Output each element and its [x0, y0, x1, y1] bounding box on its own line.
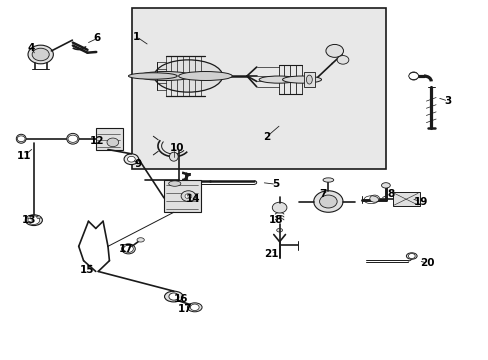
Ellipse shape: [407, 253, 414, 258]
Bar: [163, 180, 200, 212]
Ellipse shape: [282, 76, 321, 83]
Bar: [392, 192, 419, 206]
Bar: [304, 72, 314, 87]
Ellipse shape: [336, 55, 348, 64]
Text: 18: 18: [268, 215, 283, 225]
Ellipse shape: [313, 191, 342, 212]
Ellipse shape: [272, 202, 286, 213]
Ellipse shape: [137, 238, 144, 242]
Text: 13: 13: [21, 215, 36, 225]
Ellipse shape: [127, 156, 135, 162]
Ellipse shape: [67, 134, 79, 144]
Ellipse shape: [381, 183, 389, 188]
Bar: [96, 128, 122, 149]
Text: 10: 10: [170, 143, 184, 153]
Text: 21: 21: [264, 248, 278, 258]
Ellipse shape: [68, 135, 78, 142]
Ellipse shape: [25, 215, 42, 226]
Ellipse shape: [406, 253, 416, 259]
Ellipse shape: [408, 72, 417, 80]
Ellipse shape: [139, 72, 192, 81]
Ellipse shape: [169, 152, 178, 161]
Ellipse shape: [178, 72, 232, 81]
Ellipse shape: [37, 216, 41, 219]
Ellipse shape: [107, 138, 119, 147]
Text: 11: 11: [17, 150, 31, 161]
Text: 16: 16: [174, 294, 188, 304]
Text: 19: 19: [413, 197, 427, 207]
Ellipse shape: [306, 75, 312, 84]
Ellipse shape: [28, 216, 40, 225]
Text: 15: 15: [80, 265, 95, 275]
Text: 4: 4: [28, 43, 35, 53]
Text: 5: 5: [272, 179, 279, 189]
Ellipse shape: [323, 178, 333, 182]
Ellipse shape: [408, 72, 418, 80]
Ellipse shape: [181, 191, 195, 202]
Ellipse shape: [122, 244, 135, 254]
Ellipse shape: [259, 76, 298, 83]
Ellipse shape: [168, 293, 178, 300]
Ellipse shape: [154, 60, 222, 92]
Ellipse shape: [190, 304, 199, 311]
Text: 3: 3: [444, 96, 451, 106]
Text: 9: 9: [134, 159, 142, 169]
Ellipse shape: [276, 228, 282, 232]
Ellipse shape: [17, 136, 25, 141]
Text: 1: 1: [132, 32, 140, 41]
Text: 20: 20: [419, 258, 434, 268]
Text: 14: 14: [185, 194, 200, 204]
Text: 6: 6: [93, 33, 101, 43]
Ellipse shape: [28, 45, 53, 64]
Text: 12: 12: [90, 136, 104, 145]
Ellipse shape: [16, 134, 26, 143]
Ellipse shape: [168, 181, 181, 186]
Ellipse shape: [325, 44, 343, 57]
Text: 8: 8: [386, 189, 394, 199]
Ellipse shape: [164, 291, 183, 302]
Ellipse shape: [128, 73, 177, 79]
Bar: [132, 8, 385, 169]
Ellipse shape: [187, 303, 202, 312]
Ellipse shape: [27, 216, 31, 219]
Text: 2: 2: [262, 132, 269, 142]
Text: 7: 7: [318, 189, 325, 199]
Ellipse shape: [184, 194, 191, 199]
Ellipse shape: [123, 245, 133, 252]
Ellipse shape: [124, 154, 139, 165]
Ellipse shape: [32, 48, 49, 61]
Ellipse shape: [369, 195, 379, 202]
Text: 17: 17: [177, 304, 192, 314]
Text: 17: 17: [119, 244, 134, 254]
Ellipse shape: [319, 195, 336, 208]
